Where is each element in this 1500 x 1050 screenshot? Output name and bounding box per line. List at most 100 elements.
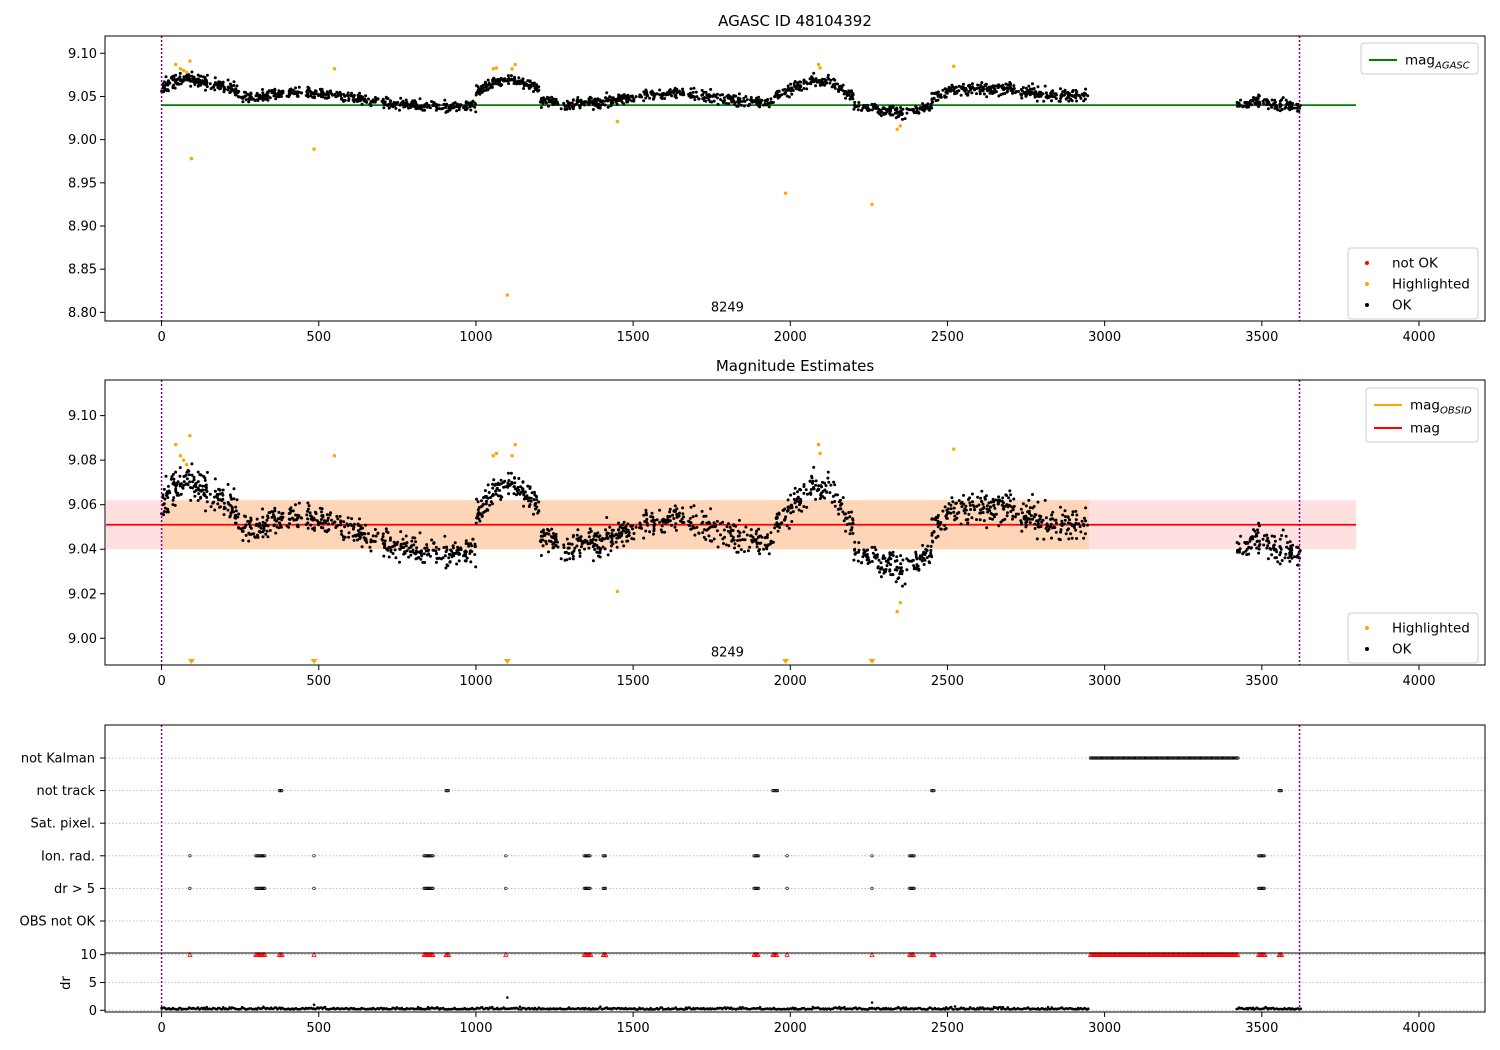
ok-point [673, 95, 677, 98]
ok-point [477, 89, 481, 93]
ok-point [402, 102, 406, 106]
ok-point [495, 80, 499, 84]
ok-point [691, 90, 695, 94]
ok-point [1024, 90, 1028, 94]
ok-point [356, 96, 360, 100]
ok-point [1076, 93, 1080, 97]
dr-point [416, 1005, 420, 1009]
flag-mark [1259, 854, 1263, 858]
ok-point [401, 99, 405, 103]
ok-point [726, 529, 730, 533]
ok-point [966, 522, 970, 526]
ok-point [521, 480, 525, 484]
y-tick-label: 9.05 [68, 90, 97, 105]
ok-point [1272, 546, 1276, 550]
ok-point [715, 519, 719, 523]
dr-point [491, 1005, 494, 1009]
x-tick-label: 500 [306, 674, 331, 689]
flag-mark [188, 854, 192, 858]
ok-point [362, 97, 366, 101]
ok-point [163, 497, 167, 501]
ok-point [432, 104, 436, 107]
ok-point [918, 106, 922, 110]
ok-point [983, 497, 987, 501]
ok-point [297, 514, 301, 518]
ok-point [1296, 563, 1300, 567]
ok-point [369, 100, 373, 104]
ok-point [162, 90, 166, 94]
ok-point [805, 492, 809, 496]
ok-point [172, 83, 176, 87]
ok-point [542, 528, 545, 532]
ok-point [445, 563, 449, 567]
flag-mark [587, 854, 591, 858]
ok-point [802, 87, 806, 90]
ok-point [464, 554, 468, 558]
flag-mark [1108, 756, 1112, 760]
ok-point [248, 519, 252, 523]
ok-point [474, 521, 478, 525]
ok-point [258, 94, 262, 98]
ok-point [339, 523, 343, 527]
highlighted-point [494, 451, 499, 456]
ok-point [471, 537, 475, 541]
ok-point [783, 518, 786, 522]
ok-point [216, 82, 220, 86]
ok-point [167, 81, 171, 85]
ok-point [232, 80, 236, 84]
ok-point [471, 99, 475, 103]
ok-point [551, 542, 555, 545]
ok-point [1246, 541, 1250, 545]
ok-point [222, 501, 226, 505]
ok-point [651, 518, 655, 522]
ok-point [496, 77, 500, 81]
ok-point [731, 537, 735, 541]
ok-point [655, 518, 659, 522]
dr-point [239, 1007, 243, 1011]
ok-point [631, 527, 634, 531]
ok-point [857, 541, 861, 545]
ok-point [893, 111, 897, 115]
ok-point [999, 93, 1003, 97]
ok-point [1257, 521, 1261, 525]
ok-point [737, 544, 741, 548]
ok-point [630, 94, 634, 98]
ok-point [645, 520, 649, 524]
ok-point [183, 474, 187, 478]
flag-mark [601, 854, 605, 858]
ok-point [444, 550, 448, 554]
ok-point [944, 90, 948, 94]
ok-point [997, 495, 1001, 499]
ok-point [627, 531, 631, 535]
ok-point [294, 86, 297, 90]
ok-point [701, 93, 705, 97]
ok-point [724, 543, 728, 547]
flag-mark [755, 886, 760, 891]
ok-point [593, 543, 597, 547]
ok-point [663, 97, 667, 100]
ok-point [960, 505, 964, 509]
flag-mark [1279, 788, 1283, 793]
ok-point [380, 537, 384, 541]
ok-point [604, 528, 607, 532]
ok-point [797, 508, 801, 512]
ok-point [1080, 519, 1084, 523]
ok-point [541, 544, 545, 548]
ok-point [1279, 547, 1283, 551]
ok-point [577, 548, 581, 552]
ok-point [1060, 519, 1064, 523]
ok-point [527, 83, 531, 87]
ok-point [476, 514, 480, 518]
ok-point [792, 84, 796, 88]
flag-mark [1196, 756, 1200, 760]
dr-point [1087, 1007, 1090, 1010]
ok-point [474, 93, 478, 97]
ok-point [437, 547, 441, 551]
ok-point [469, 560, 473, 564]
ok-point [296, 525, 300, 529]
ok-point [174, 489, 178, 493]
ok-point [1270, 105, 1274, 109]
flag-mark [1093, 756, 1097, 760]
ok-point [565, 537, 569, 541]
ok-point [435, 556, 439, 560]
